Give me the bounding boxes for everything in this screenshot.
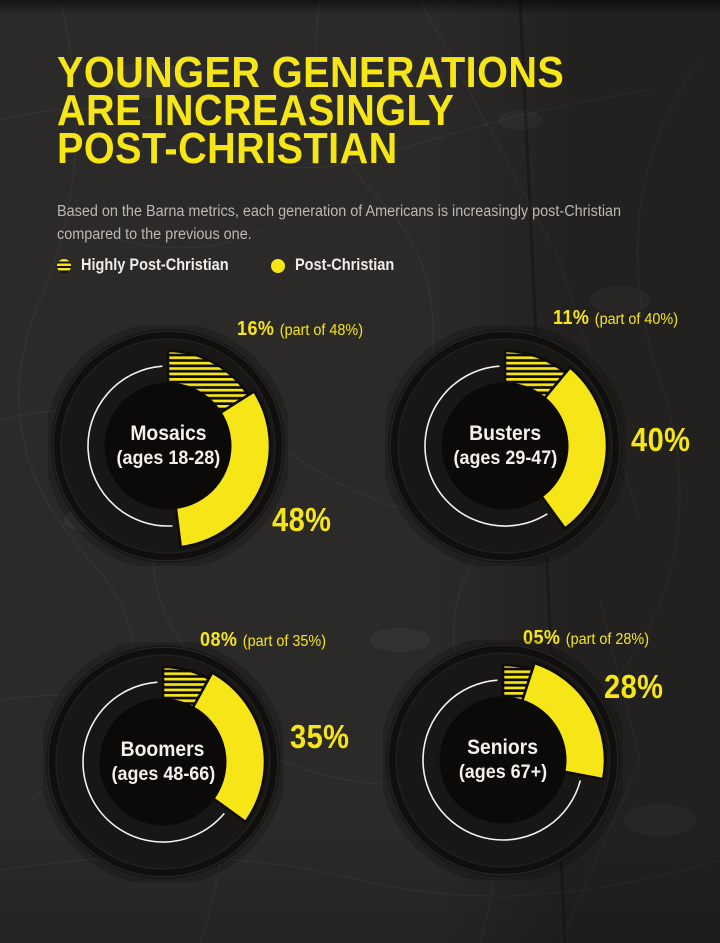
donut-svg	[385, 326, 625, 566]
highly-post-christian-annotation: 16% (part of 48%)	[237, 318, 363, 341]
donut-svg	[43, 642, 283, 882]
total-pct-label: 48%	[272, 501, 332, 538]
total-pct-label: 40%	[631, 421, 691, 458]
highly-post-christian-annotation: 11% (part of 40%)	[553, 307, 678, 330]
highly-pct-value: 08%	[200, 629, 238, 651]
highly-pct-value: 16%	[237, 318, 275, 340]
donut-chart-boomers: 08% (part of 35%) Boomers (ages 48-66) 3…	[43, 612, 378, 900]
subtitle-line-1: Based on the Barna metrics, each generat…	[57, 203, 622, 220]
legend: Highly Post-Christian Post-Christian	[57, 256, 408, 275]
highly-pct-note: (part of 35%)	[242, 633, 327, 650]
title-line-3: POST-CHRISTIAN	[57, 124, 398, 173]
striped-dot-icon	[57, 258, 71, 273]
subtitle-line-2: compared to the previous one.	[57, 226, 252, 243]
legend-item-post-christian: Post-Christian	[270, 256, 408, 275]
donut-chart-busters: 11% (part of 40%) Busters (ages 29-47) 4…	[385, 296, 720, 584]
title-line-2: ARE INCREASINGLY	[57, 86, 455, 135]
solid-dot-icon	[270, 258, 285, 273]
highly-pct-note: (part of 28%)	[565, 631, 650, 648]
donut-svg	[383, 640, 623, 880]
subtitle: Based on the Barna metrics, each generat…	[57, 200, 621, 246]
page-title: YOUNGER GENERATIONS ARE INCREASINGLY POS…	[57, 48, 565, 173]
highly-pct-note: (part of 48%)	[279, 322, 364, 339]
title-line-1: YOUNGER GENERATIONS	[57, 48, 565, 97]
legend-label: Highly Post-Christian	[81, 256, 229, 274]
legend-label: Post-Christian	[294, 256, 394, 274]
donut-svg	[48, 326, 288, 566]
highly-pct-value: 11%	[553, 307, 590, 329]
donut-chart-mosaics: 16% (part of 48%) Mosaics (ages 18-28) 4…	[48, 296, 383, 584]
highly-pct-note: (part of 40%)	[594, 311, 679, 328]
donut-chart-seniors: 05% (part of 28%) Seniors (ages 67+) 28%	[383, 610, 718, 898]
highly-post-christian-annotation: 08% (part of 35%)	[200, 629, 326, 652]
total-pct-label: 35%	[290, 718, 350, 755]
highly-post-christian-annotation: 05% (part of 28%)	[523, 627, 649, 650]
total-pct-label: 28%	[604, 668, 664, 705]
highly-pct-value: 05%	[523, 627, 561, 649]
legend-item-highly-post-christian: Highly Post-Christian	[57, 256, 249, 275]
